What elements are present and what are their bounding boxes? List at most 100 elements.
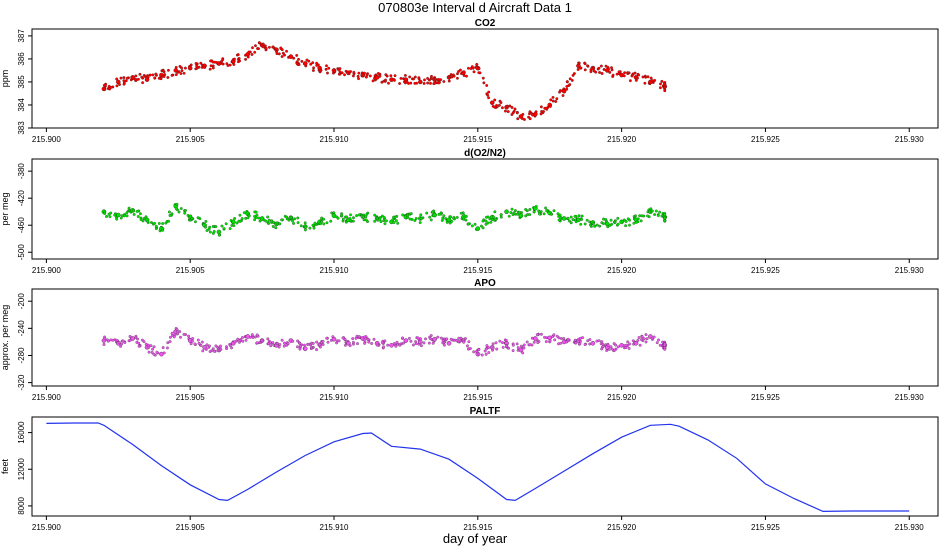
scatter-dot <box>146 75 150 79</box>
scatter-dot <box>586 64 589 68</box>
scatter-dot <box>315 63 319 67</box>
scatter-dot <box>357 335 361 338</box>
scatter-dot <box>552 209 556 213</box>
y-tick-label: -200 <box>17 293 26 310</box>
scatter-dot <box>385 219 388 223</box>
scatter-dot <box>348 344 352 348</box>
scatter-dot <box>343 337 347 341</box>
scatter-dot <box>462 217 465 221</box>
scatter-dot <box>592 66 595 69</box>
x-tick-label: 215.905 <box>176 393 205 402</box>
scatter-dot <box>640 214 644 218</box>
scatter-dot <box>642 337 646 341</box>
scatter-dot <box>583 62 587 66</box>
scatter-dot <box>153 76 157 80</box>
x-tick-label: 215.910 <box>320 135 349 144</box>
scatter-dot <box>477 352 481 356</box>
scatter-dot <box>610 347 614 351</box>
scatter-dot <box>507 214 511 218</box>
scatter-dot <box>275 221 279 225</box>
scatter-dot <box>297 63 301 67</box>
scatter-dot <box>591 221 595 225</box>
scatter-dot <box>437 81 441 85</box>
x-tick-label: 215.930 <box>895 135 924 144</box>
scatter-dot <box>383 222 387 226</box>
scatter-dot <box>140 75 144 79</box>
scatter-dot <box>577 61 581 65</box>
scatter-dot <box>341 336 345 340</box>
scatter-dot <box>540 109 544 113</box>
scatter-dot <box>236 337 240 341</box>
scatter-dot <box>571 218 575 222</box>
scatter-dot <box>364 218 368 222</box>
scatter-dot <box>170 73 174 77</box>
scatter-dot <box>606 343 610 347</box>
y-tick-label: 8000 <box>17 496 26 514</box>
scatter-dot <box>462 74 466 77</box>
scatter-dot <box>119 216 123 220</box>
scatter-dot <box>114 338 118 342</box>
scatter-dot <box>153 221 156 225</box>
scatter-dot <box>413 75 417 79</box>
scatter-dot <box>179 335 182 339</box>
scatter-dot <box>569 221 573 225</box>
x-tick-label: 215.915 <box>463 523 492 532</box>
scatter-dot <box>168 335 172 339</box>
scatter-dot <box>138 72 142 76</box>
x-tick-label: 215.925 <box>751 523 780 532</box>
scatter-dot <box>481 219 485 223</box>
scatter-dot <box>224 222 228 226</box>
scatter-dot <box>571 73 575 77</box>
scatter-dot <box>452 73 455 77</box>
scatter-dot <box>154 227 158 231</box>
scatter-dot <box>623 71 627 75</box>
scatter-dot <box>614 343 618 347</box>
scatter-dot <box>532 340 536 344</box>
x-tick-label: 215.900 <box>32 135 61 144</box>
scatter-dot <box>221 58 225 62</box>
scatter-dot <box>628 79 632 83</box>
scatter-dot <box>250 53 254 56</box>
scatter-dot <box>449 73 453 76</box>
scatter-dot <box>436 335 440 339</box>
scatter-dot <box>274 226 278 230</box>
scatter-dot <box>472 350 476 354</box>
scatter-dot <box>394 219 398 223</box>
scatter-dot <box>167 210 171 214</box>
scatter-dot <box>455 215 459 219</box>
scatter-dot <box>235 221 239 225</box>
scatter-dot <box>409 339 413 343</box>
scatter-dot <box>219 344 222 348</box>
scatter-dot <box>246 216 250 220</box>
scatter-dot <box>607 67 610 71</box>
y-axis-label: approx. per meg <box>0 305 10 371</box>
scatter-dot <box>604 218 608 221</box>
scatter-dot <box>658 343 662 347</box>
scatter-dot <box>574 341 578 345</box>
scatter-dot <box>423 78 426 82</box>
scatter-dot <box>470 65 474 69</box>
scatter-dot <box>418 221 422 225</box>
scatter-dot <box>486 93 490 97</box>
scatter-dot <box>261 45 265 49</box>
scatter-dot <box>585 218 589 222</box>
scatter-dot <box>261 42 265 46</box>
scatter-dot <box>266 337 270 341</box>
scatter-dot <box>244 57 247 61</box>
scatter-dot <box>414 340 418 344</box>
scatter-dot <box>646 214 649 218</box>
scatter-dot <box>315 340 319 344</box>
scatter-dot <box>296 339 300 343</box>
scatter-dot <box>380 341 384 344</box>
scatter-dot <box>340 214 344 217</box>
x-tick-label: 215.910 <box>320 266 349 275</box>
data-point <box>389 343 394 348</box>
scatter-dot <box>271 341 275 345</box>
scatter-dot <box>626 71 629 75</box>
scatter-dot <box>217 233 221 237</box>
scatter-dot <box>197 65 201 69</box>
scatter-dot <box>660 79 664 83</box>
scatter-dot <box>534 110 538 114</box>
scatter-dot <box>278 343 282 346</box>
scatter-dot <box>356 74 360 78</box>
